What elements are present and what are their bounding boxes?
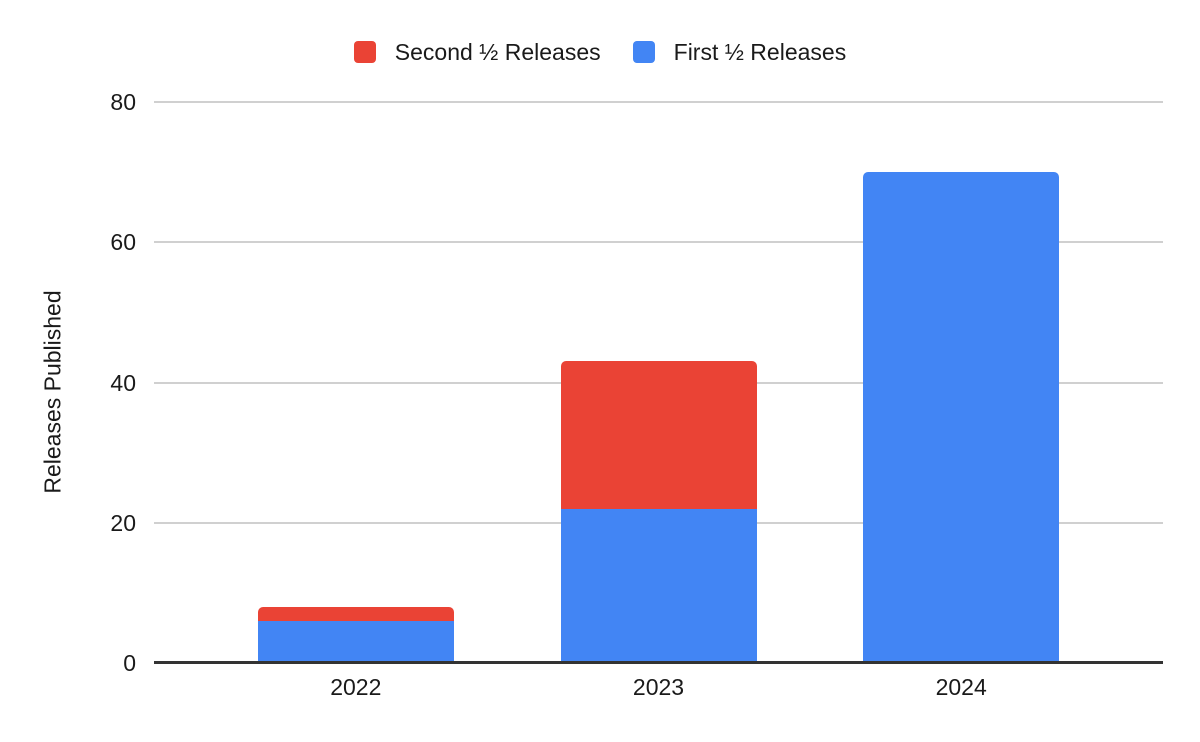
x-axis-label-2023: 2023 [632, 674, 685, 700]
bar-2024-first-half-releases[interactable] [863, 172, 1060, 663]
legend-item-first-half-releases[interactable]: First ½ Releases [632, 39, 847, 65]
legend-label-first-half-releases: First ½ Releases [673, 39, 847, 65]
y-axis-ticks: 0 20 40 60 80 [0, 0, 136, 742]
y-tick-label-40: 40 [110, 369, 136, 396]
bar-2022-first-half-releases[interactable] [257, 620, 454, 663]
bar-2023-first-half-releases[interactable] [560, 508, 757, 663]
legend: Second ½ Releases First ½ Releases [0, 39, 1200, 65]
y-tick-label-80: 80 [110, 89, 136, 115]
x-axis-label-2022: 2022 [330, 674, 382, 700]
y-tick-label-0: 0 [123, 650, 136, 676]
plot-area [154, 101, 1163, 664]
bar-2022-second-half-releases[interactable] [257, 606, 454, 621]
legend-label-second-half-releases: Second ½ Releases [394, 39, 601, 65]
bar-group-2024 [863, 172, 1060, 663]
y-tick-label-20: 20 [110, 509, 136, 536]
gridline-80 [154, 101, 1163, 103]
x-axis-line [154, 661, 1163, 664]
y-tick-label-60: 60 [110, 229, 136, 256]
x-axis-label-2024: 2024 [935, 674, 987, 700]
legend-swatch-red [353, 41, 376, 63]
bar-group-2022 [257, 606, 454, 663]
gridline-60 [154, 241, 1163, 244]
legend-item-second-half-releases[interactable]: Second ½ Releases [353, 39, 601, 65]
bar-group-2023 [560, 361, 757, 663]
bar-2023-second-half-releases[interactable] [560, 361, 757, 509]
legend-swatch-blue [632, 41, 655, 63]
